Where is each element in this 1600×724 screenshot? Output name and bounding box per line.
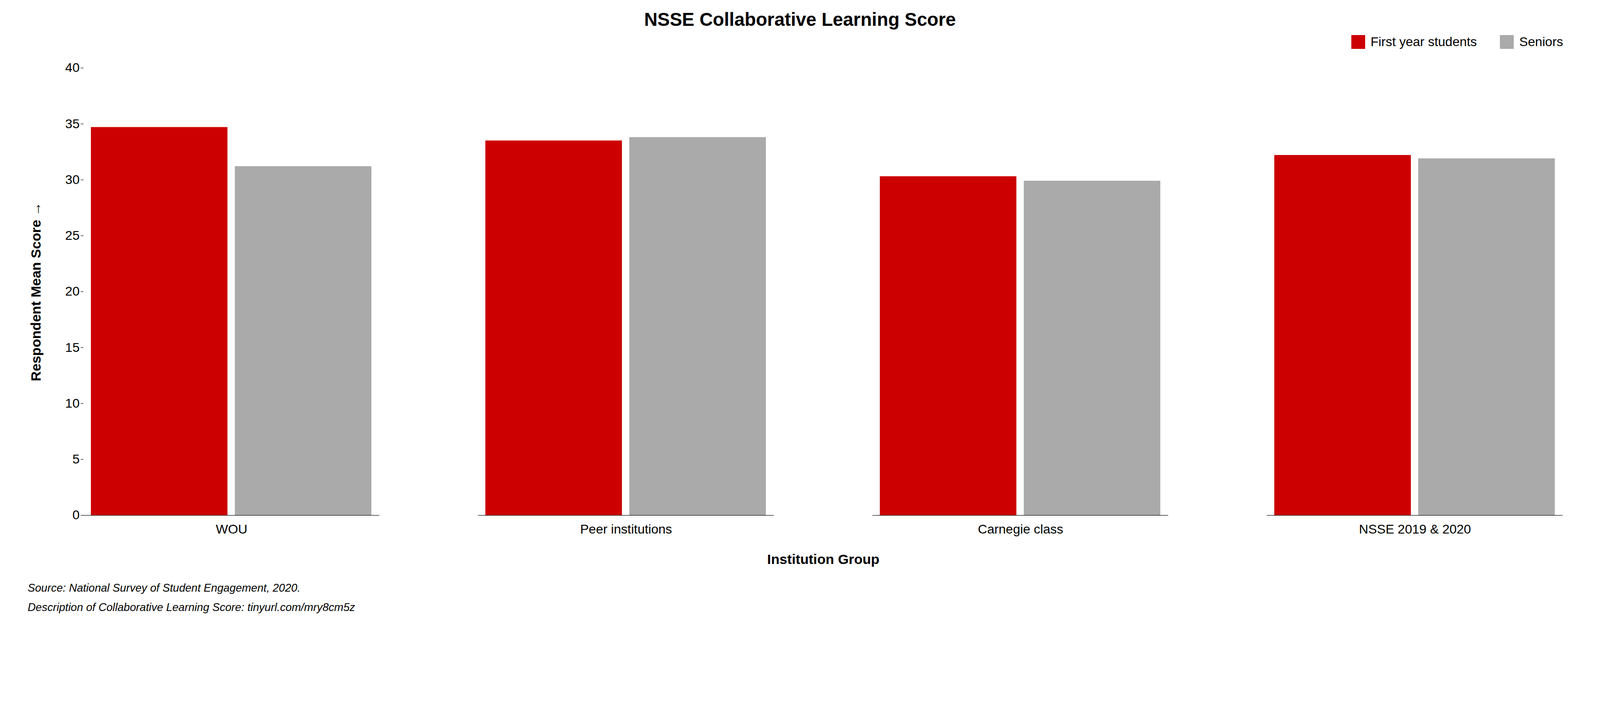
- svg-text:NSSE 2019 & 2020: NSSE 2019 & 2020: [1359, 522, 1472, 537]
- html-text:Source: National Survey of Stu: Source: National Survey of Student Engag…: [27, 581, 301, 595]
- svg-text:WOU: WOU: [215, 522, 248, 537]
- svg-text:15: 15: [65, 340, 80, 355]
- svg-text:30: 30: [65, 172, 80, 187]
- html-text:Description of Collaborative L: Description of Collaborative Learning Sc…: [27, 601, 356, 614]
- svg-text:0: 0: [72, 507, 80, 523]
- svg-text:25: 25: [65, 228, 80, 243]
- svg-text:Respondent Mean Score →: Respondent Mean Score →: [28, 202, 44, 382]
- svg-text:5: 5: [72, 452, 80, 467]
- svg-text:40: 40: [65, 60, 80, 75]
- svg-text:10: 10: [65, 396, 80, 411]
- svg-text:Carnegie class: Carnegie class: [977, 522, 1063, 537]
- svg-text:Peer institutions: Peer institutions: [579, 522, 672, 537]
- svg-text:Institution Group: Institution Group: [767, 551, 880, 568]
- html-text:NSSE Collaborative Learning Sc: NSSE Collaborative Learning Score: [644, 9, 956, 30]
- html-text:Seniors: Seniors: [1519, 34, 1564, 49]
- svg-text:20: 20: [65, 284, 80, 299]
- svg-text:35: 35: [65, 116, 80, 132]
- html-text:First year students: First year students: [1370, 34, 1477, 49]
